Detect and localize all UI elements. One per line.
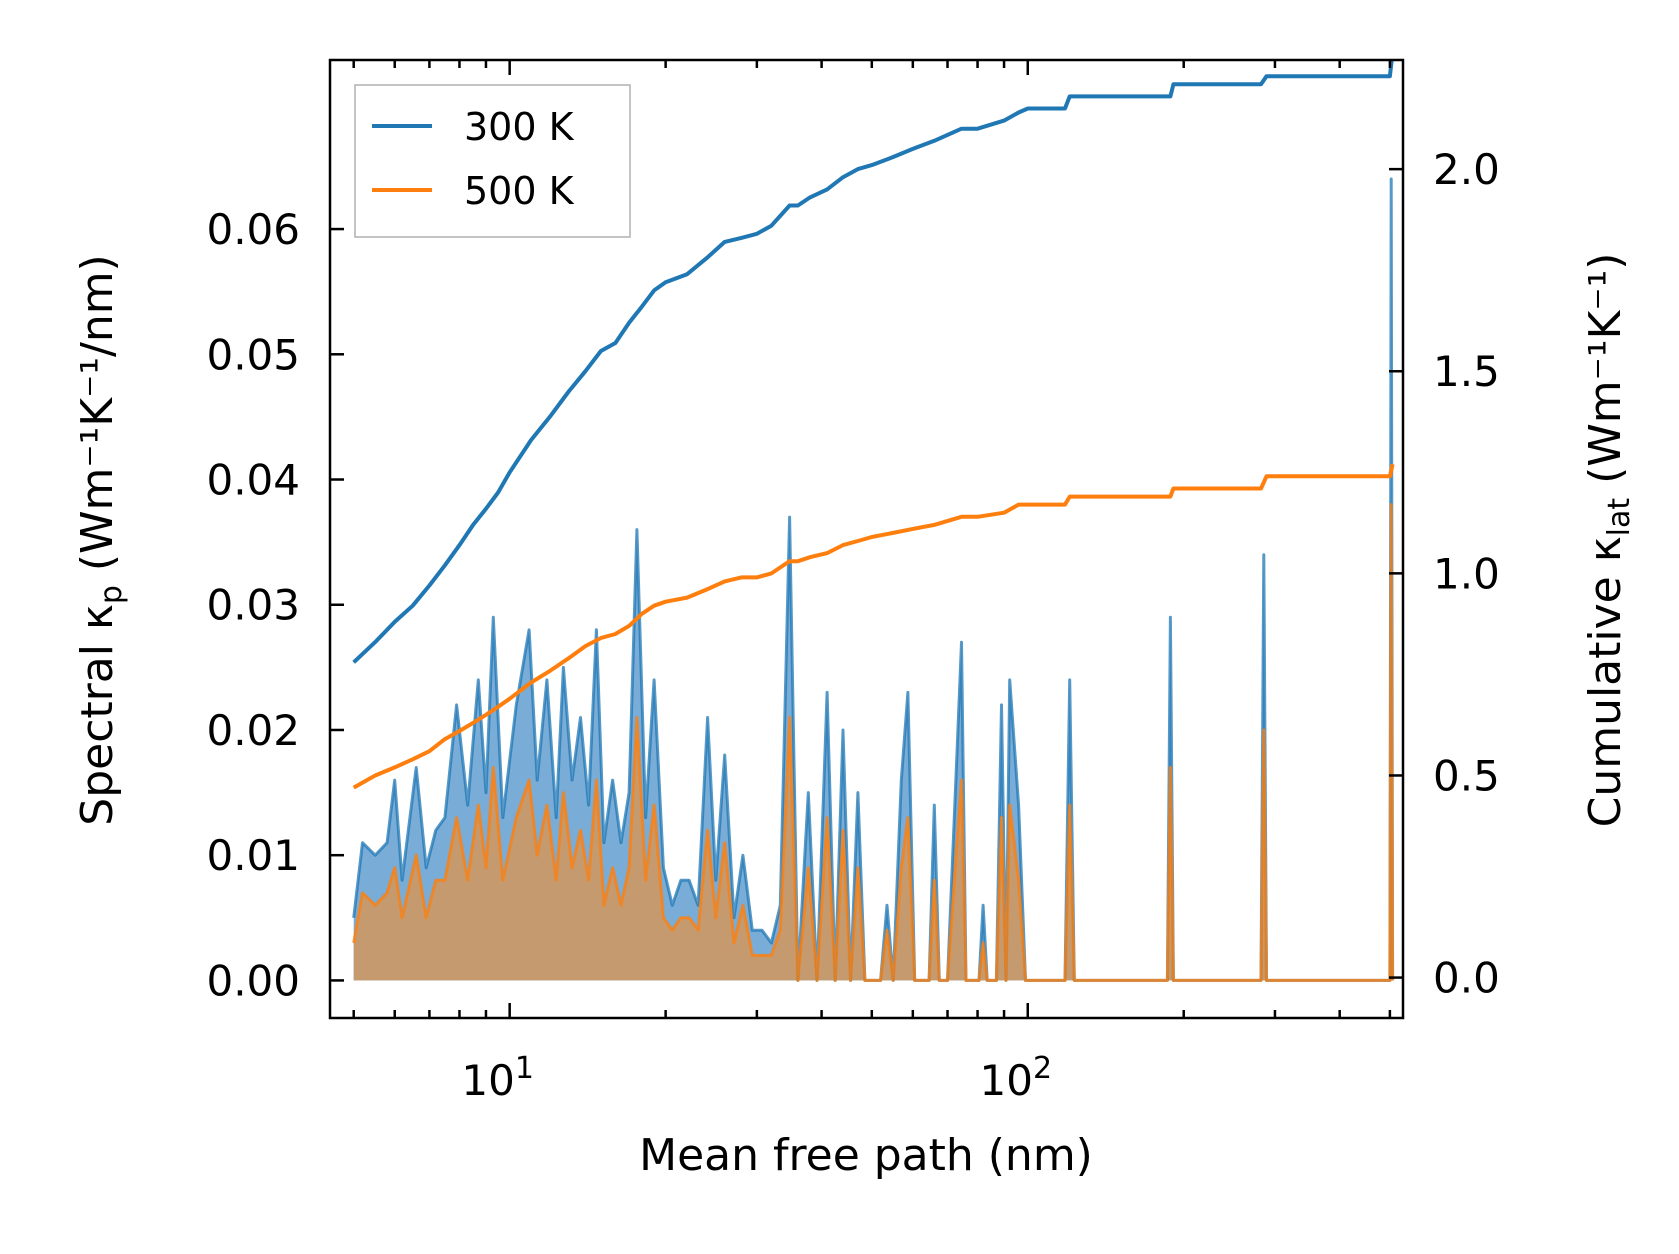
y-left-tick-label: 0.02 [206,706,300,755]
x-tick-label: 101 [461,1051,534,1105]
plot-frame [328,58,1405,1020]
y-right-tick-label: 2.0 [1433,145,1500,194]
spectral-fill-500k [353,504,1393,981]
y-right-tick-label: 0.5 [1433,751,1500,800]
y-left-title-main: Spectral κ [72,604,123,826]
y-right-tick-label: 1.0 [1433,549,1500,598]
axis-ticks: 0.00 0.01 0.02 0.03 0.04 0.05 0.06 0.0 0.5 1.0 1.5… [206,60,1500,1105]
legend: 300 K 500 K [354,84,631,238]
y-axis-right-title: Cumulative κlat (Wm⁻¹K⁻¹) [1580,253,1637,828]
y-right-title-main: Cumulative κ [1580,536,1631,827]
plot-area [352,60,1395,982]
legend-label-300k: 300 K [464,105,575,149]
y-left-tick-label: 0.05 [206,330,300,379]
cumulative-line-500k [352,463,1395,790]
spectral-line-500k [352,503,1395,982]
x-tick-label: 102 [979,1051,1052,1105]
y-right-title-sub: lat [1602,498,1637,537]
y-left-title-units: (Wm⁻¹K⁻¹/nm) [72,254,123,585]
y-axis-left-title: Spectral κp (Wm⁻¹K⁻¹/nm) [72,254,129,825]
y-left-tick-label: 0.04 [206,456,300,505]
legend-box [354,84,631,238]
y-left-tick-label: 0.01 [206,831,300,880]
x-tick-label-exponent: 2 [1033,1051,1052,1086]
y-left-tick-label: 0.03 [206,581,300,630]
x-tick-label-exponent: 1 [515,1051,534,1086]
x-tick-label-base: 10 [979,1056,1032,1105]
x-axis-title: Mean free path (nm) [639,1130,1093,1181]
y-right-tick-label: 0.0 [1433,954,1500,1003]
y-left-tick-label: 0.06 [206,205,300,254]
y-right-title-units: (Wm⁻¹K⁻¹) [1580,253,1631,498]
y-left-tick-label: 0.00 [206,956,300,1005]
y-right-tick-label: 1.5 [1433,347,1500,396]
cumulative-line-300k [352,60,1394,664]
legend-label-500k: 500 K [464,169,575,213]
y-left-title-sub: p [94,585,129,604]
x-tick-label-base: 10 [461,1056,514,1105]
